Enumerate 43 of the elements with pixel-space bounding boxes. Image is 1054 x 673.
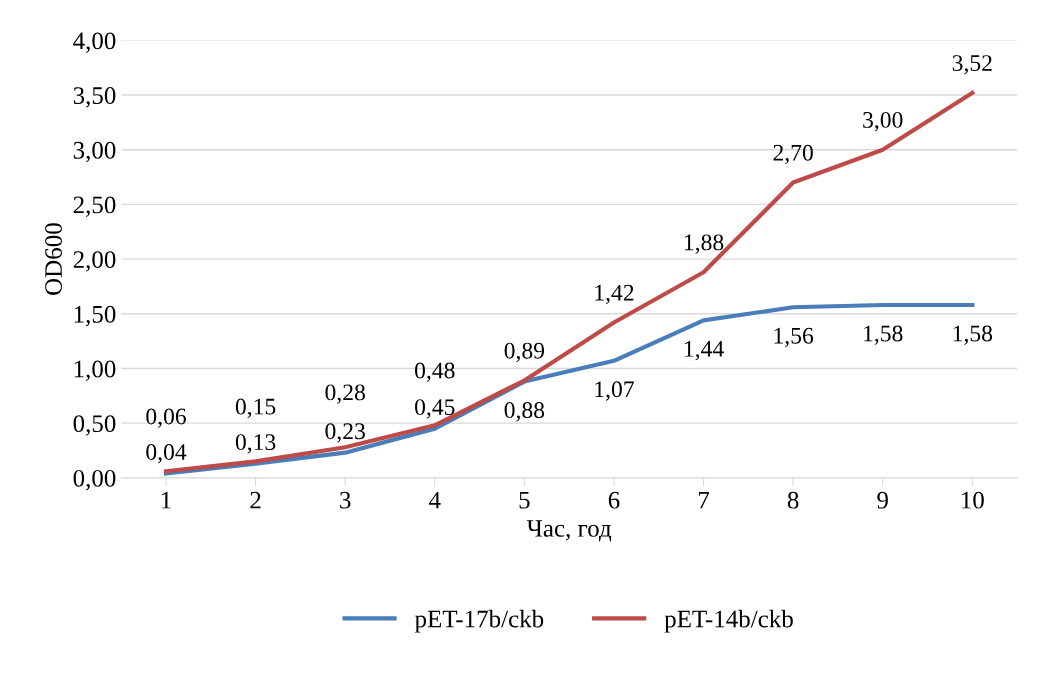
data-label: 1,88 — [684, 234, 724, 254]
data-label: 1,07 — [595, 381, 634, 401]
y-axis-title: OD600 — [45, 223, 62, 295]
data-label: 3,52 — [952, 55, 992, 75]
data-label: 0,23 — [325, 423, 365, 443]
y-tick-label: 3,50 — [73, 87, 116, 108]
data-label: 1,42 — [595, 284, 634, 305]
data-label: 0,89 — [504, 342, 545, 363]
data-label: 0,45 — [415, 399, 455, 419]
y-tick-label: 2,00 — [73, 251, 116, 272]
data-label: 0,15 — [235, 398, 276, 418]
data-label: 1,58 — [953, 325, 993, 345]
x-tick-label: 1 — [161, 491, 171, 509]
x-tick-label: 2 — [250, 491, 261, 509]
data-label: 1,58 — [864, 325, 903, 345]
x-tick-label: 4 — [429, 491, 441, 509]
data-label: 2,70 — [773, 144, 813, 165]
legend-label: pET-17b/ckb — [414, 609, 544, 633]
data-label: 1,56 — [774, 327, 814, 348]
data-label: 1,44 — [684, 340, 724, 361]
y-tick-label: 0,50 — [73, 415, 116, 436]
y-tick-label: 4,00 — [73, 32, 116, 53]
data-label: 0,28 — [325, 384, 365, 404]
y-tick-label: 3,00 — [73, 141, 116, 163]
x-tick-label: 6 — [608, 491, 620, 509]
y-tick-label: 2,50 — [73, 196, 116, 217]
x-tick-label: 9 — [877, 491, 888, 509]
y-tick-label: 1,00 — [74, 360, 116, 381]
x-tick-label: 5 — [519, 492, 530, 509]
data-label: 0,48 — [415, 362, 455, 382]
y-tick-label: 0,00 — [73, 469, 116, 491]
x-tick-label: 3 — [340, 491, 351, 509]
data-label: 0,13 — [235, 434, 276, 454]
x-tick-label: 7 — [698, 492, 710, 509]
data-label: 0,04 — [146, 443, 187, 464]
legend-label: pET-14b/ckb — [664, 609, 793, 633]
data-label: 0,06 — [146, 408, 186, 428]
x-tick-label: 10 — [962, 491, 984, 509]
x-tick-label: 8 — [787, 491, 799, 509]
data-label: 3,00 — [863, 111, 903, 132]
y-tick-label: 1,50 — [74, 305, 116, 327]
data-label: 0,88 — [504, 402, 545, 422]
x-axis-title: Час, год — [526, 520, 612, 542]
